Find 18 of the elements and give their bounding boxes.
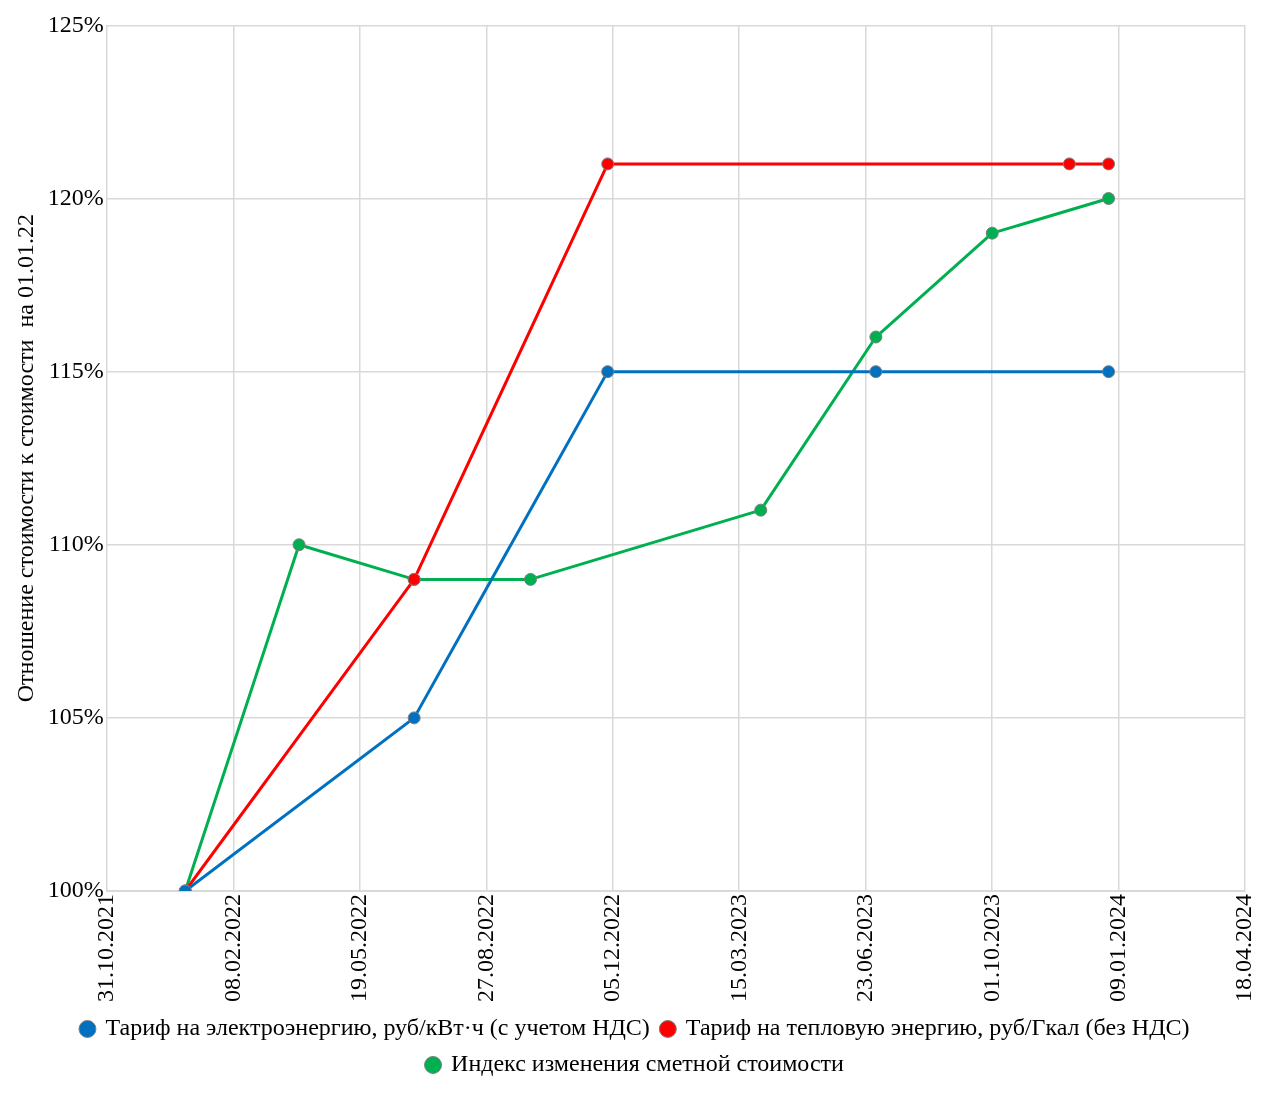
legend-label: Индекс изменения сметной стоимости xyxy=(451,1050,845,1077)
y-tick-label: 110% xyxy=(48,530,104,557)
x-tick-label: 23.06.2023 xyxy=(851,894,878,1002)
x-tick-label: 19.05.2022 xyxy=(345,894,372,1002)
x-tick-label: 27.08.2022 xyxy=(471,894,498,1002)
x-tick-label: 05.12.2022 xyxy=(598,894,625,1002)
y-tick-label: 125% xyxy=(47,10,104,37)
x-tick-label: 09.01.2024 xyxy=(1104,894,1131,1002)
x-tick-label: 08.02.2022 xyxy=(218,894,245,1002)
x-tick-label: 18.04.2024 xyxy=(1230,894,1257,1002)
legend-label: Тариф на тепловую энергию, руб/Гкал (без НДС) xyxy=(685,1014,1190,1041)
y-tick-label: 105% xyxy=(47,703,104,730)
y-axis-title: Отношение стоимости к стоимости на 01.01.22 xyxy=(11,214,38,703)
legend-label: Тариф на электроэнергию, руб/кВт·ч (с учетом НДС) xyxy=(105,1014,650,1041)
x-tick-label: 15.03.2023 xyxy=(724,894,751,1002)
y-tick-label: 120% xyxy=(47,183,104,210)
x-tick-label: 01.10.2023 xyxy=(977,894,1004,1002)
y-tick-label: 115% xyxy=(48,356,104,383)
